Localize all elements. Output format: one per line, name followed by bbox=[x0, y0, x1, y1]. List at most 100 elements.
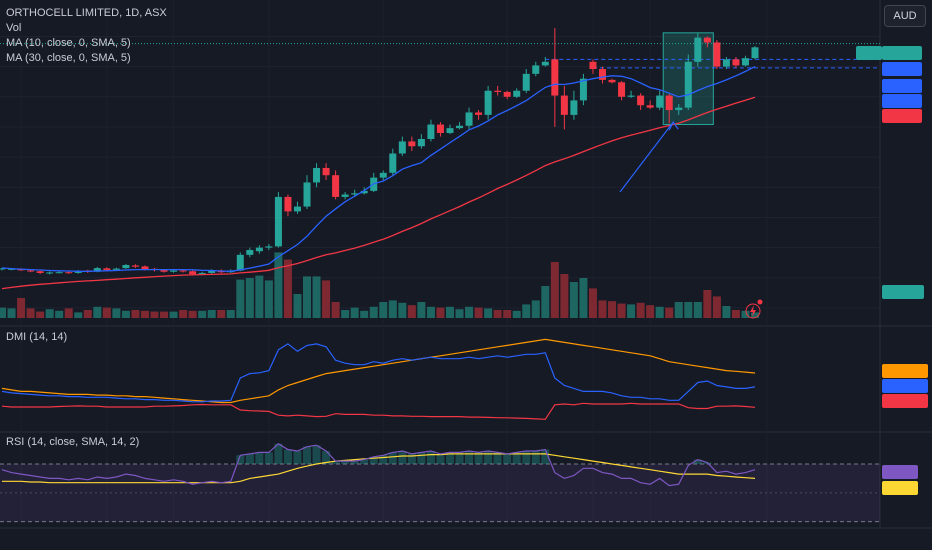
volume-bar bbox=[341, 310, 350, 318]
candle-body bbox=[503, 91, 511, 97]
ma10-value-tag-bg bbox=[882, 79, 922, 93]
volume-bar bbox=[36, 311, 45, 318]
price-tag-bg bbox=[882, 62, 922, 76]
candle-body bbox=[27, 270, 35, 272]
volume-bar bbox=[751, 312, 759, 318]
volume-bar bbox=[655, 306, 664, 318]
flash-icon bbox=[745, 299, 763, 319]
candle-body bbox=[751, 47, 759, 59]
grid bbox=[0, 0, 932, 529]
volume-bar bbox=[303, 276, 312, 318]
candle-body bbox=[456, 125, 464, 129]
volume-bar bbox=[226, 310, 235, 318]
candle-body bbox=[522, 73, 530, 91]
candle-body bbox=[141, 266, 149, 270]
candle-body bbox=[351, 193, 359, 195]
volume-bar bbox=[379, 302, 388, 318]
volume-bar bbox=[112, 308, 121, 318]
candle-body bbox=[65, 272, 73, 274]
plus-di-line bbox=[1, 343, 756, 403]
candle-body bbox=[684, 61, 692, 108]
candle-body bbox=[541, 61, 549, 66]
volume-bar bbox=[169, 311, 178, 318]
volume-bar bbox=[579, 278, 588, 318]
volume-bar bbox=[731, 310, 740, 318]
rsi-legend[interactable]: RSI (14, close, SMA, 14, 2) bbox=[6, 436, 140, 448]
candle-body bbox=[398, 141, 406, 154]
rsi-ma-line bbox=[2, 453, 756, 484]
volume-bar bbox=[722, 306, 731, 318]
candle-body bbox=[513, 90, 521, 97]
volume-bar bbox=[388, 300, 397, 318]
volume-bar bbox=[550, 262, 559, 318]
volume-bar bbox=[617, 303, 626, 318]
price-legend: ORTHOCELL LIMITED, 1D, ASX Vol MA (10, c… bbox=[6, 6, 167, 66]
adx-line bbox=[1, 338, 756, 404]
dmi-legend[interactable]: DMI (14, 14) bbox=[6, 331, 68, 343]
candle-body bbox=[236, 254, 244, 271]
volume-bars bbox=[0, 252, 759, 318]
volume-bar bbox=[160, 311, 169, 318]
volume-bar bbox=[627, 304, 636, 318]
annotation-arrowhead bbox=[668, 120, 679, 131]
candle-body bbox=[484, 90, 492, 115]
vol-legend[interactable]: Vol bbox=[6, 22, 22, 34]
candle-body bbox=[74, 271, 82, 273]
volume-bar bbox=[398, 302, 407, 318]
volume-bar bbox=[283, 259, 292, 318]
volume-bar bbox=[560, 274, 569, 318]
candle-body bbox=[427, 124, 435, 140]
volume-bar bbox=[255, 275, 264, 318]
candle-body bbox=[36, 271, 44, 273]
ma10-legend[interactable]: MA (10, close, 0, SMA, 5) bbox=[6, 37, 131, 49]
volume-bar bbox=[102, 307, 111, 318]
annotation-arrow bbox=[619, 121, 674, 193]
volume-bar bbox=[55, 310, 64, 318]
candle-body bbox=[494, 90, 502, 92]
currency-button[interactable]: AUD bbox=[884, 5, 926, 27]
candle-body bbox=[313, 167, 321, 183]
volume-bar bbox=[331, 302, 340, 318]
candle-body bbox=[637, 95, 645, 106]
volume-bar bbox=[646, 305, 655, 318]
volume-bar bbox=[465, 306, 474, 318]
volume-bar bbox=[83, 310, 92, 318]
candle-body bbox=[665, 95, 673, 111]
volume-bar bbox=[493, 310, 502, 318]
volume-bar bbox=[7, 308, 16, 318]
adx-value-tag-bg bbox=[882, 364, 928, 378]
volume-bar bbox=[369, 306, 378, 318]
ma30-line bbox=[1, 96, 756, 290]
volume-bar bbox=[484, 308, 493, 318]
candle-body bbox=[551, 59, 559, 96]
volume-bar bbox=[236, 279, 245, 318]
volume-bar bbox=[474, 307, 483, 318]
volume-bar bbox=[455, 309, 464, 318]
minus-di-value-tag-bg bbox=[882, 394, 928, 408]
volume-bar bbox=[712, 296, 721, 318]
volume-bar bbox=[45, 309, 54, 318]
candle-body bbox=[713, 42, 721, 67]
candle-body bbox=[103, 268, 111, 271]
volume-bar bbox=[360, 310, 369, 318]
volume-bar bbox=[207, 310, 216, 318]
candle-body bbox=[618, 82, 626, 97]
rsi-line bbox=[1, 443, 756, 487]
candle-body bbox=[8, 268, 16, 270]
candle-body bbox=[0, 268, 6, 270]
candle-body bbox=[732, 59, 740, 66]
volume-bar bbox=[703, 290, 712, 318]
candle-body bbox=[589, 61, 597, 70]
candle-body bbox=[417, 139, 425, 147]
candle-body bbox=[360, 190, 368, 194]
volume-bar bbox=[322, 280, 331, 318]
candle-body bbox=[55, 272, 63, 274]
candle-body bbox=[246, 250, 254, 255]
symbol-title[interactable]: ORTHOCELL LIMITED, 1D, ASX bbox=[6, 7, 167, 19]
volume-bar bbox=[522, 304, 531, 318]
ma30-legend[interactable]: MA (30, close, 0, SMA, 5) bbox=[6, 52, 131, 64]
candle-body bbox=[570, 100, 578, 115]
candle-body bbox=[293, 206, 301, 212]
candle-body bbox=[532, 65, 540, 74]
